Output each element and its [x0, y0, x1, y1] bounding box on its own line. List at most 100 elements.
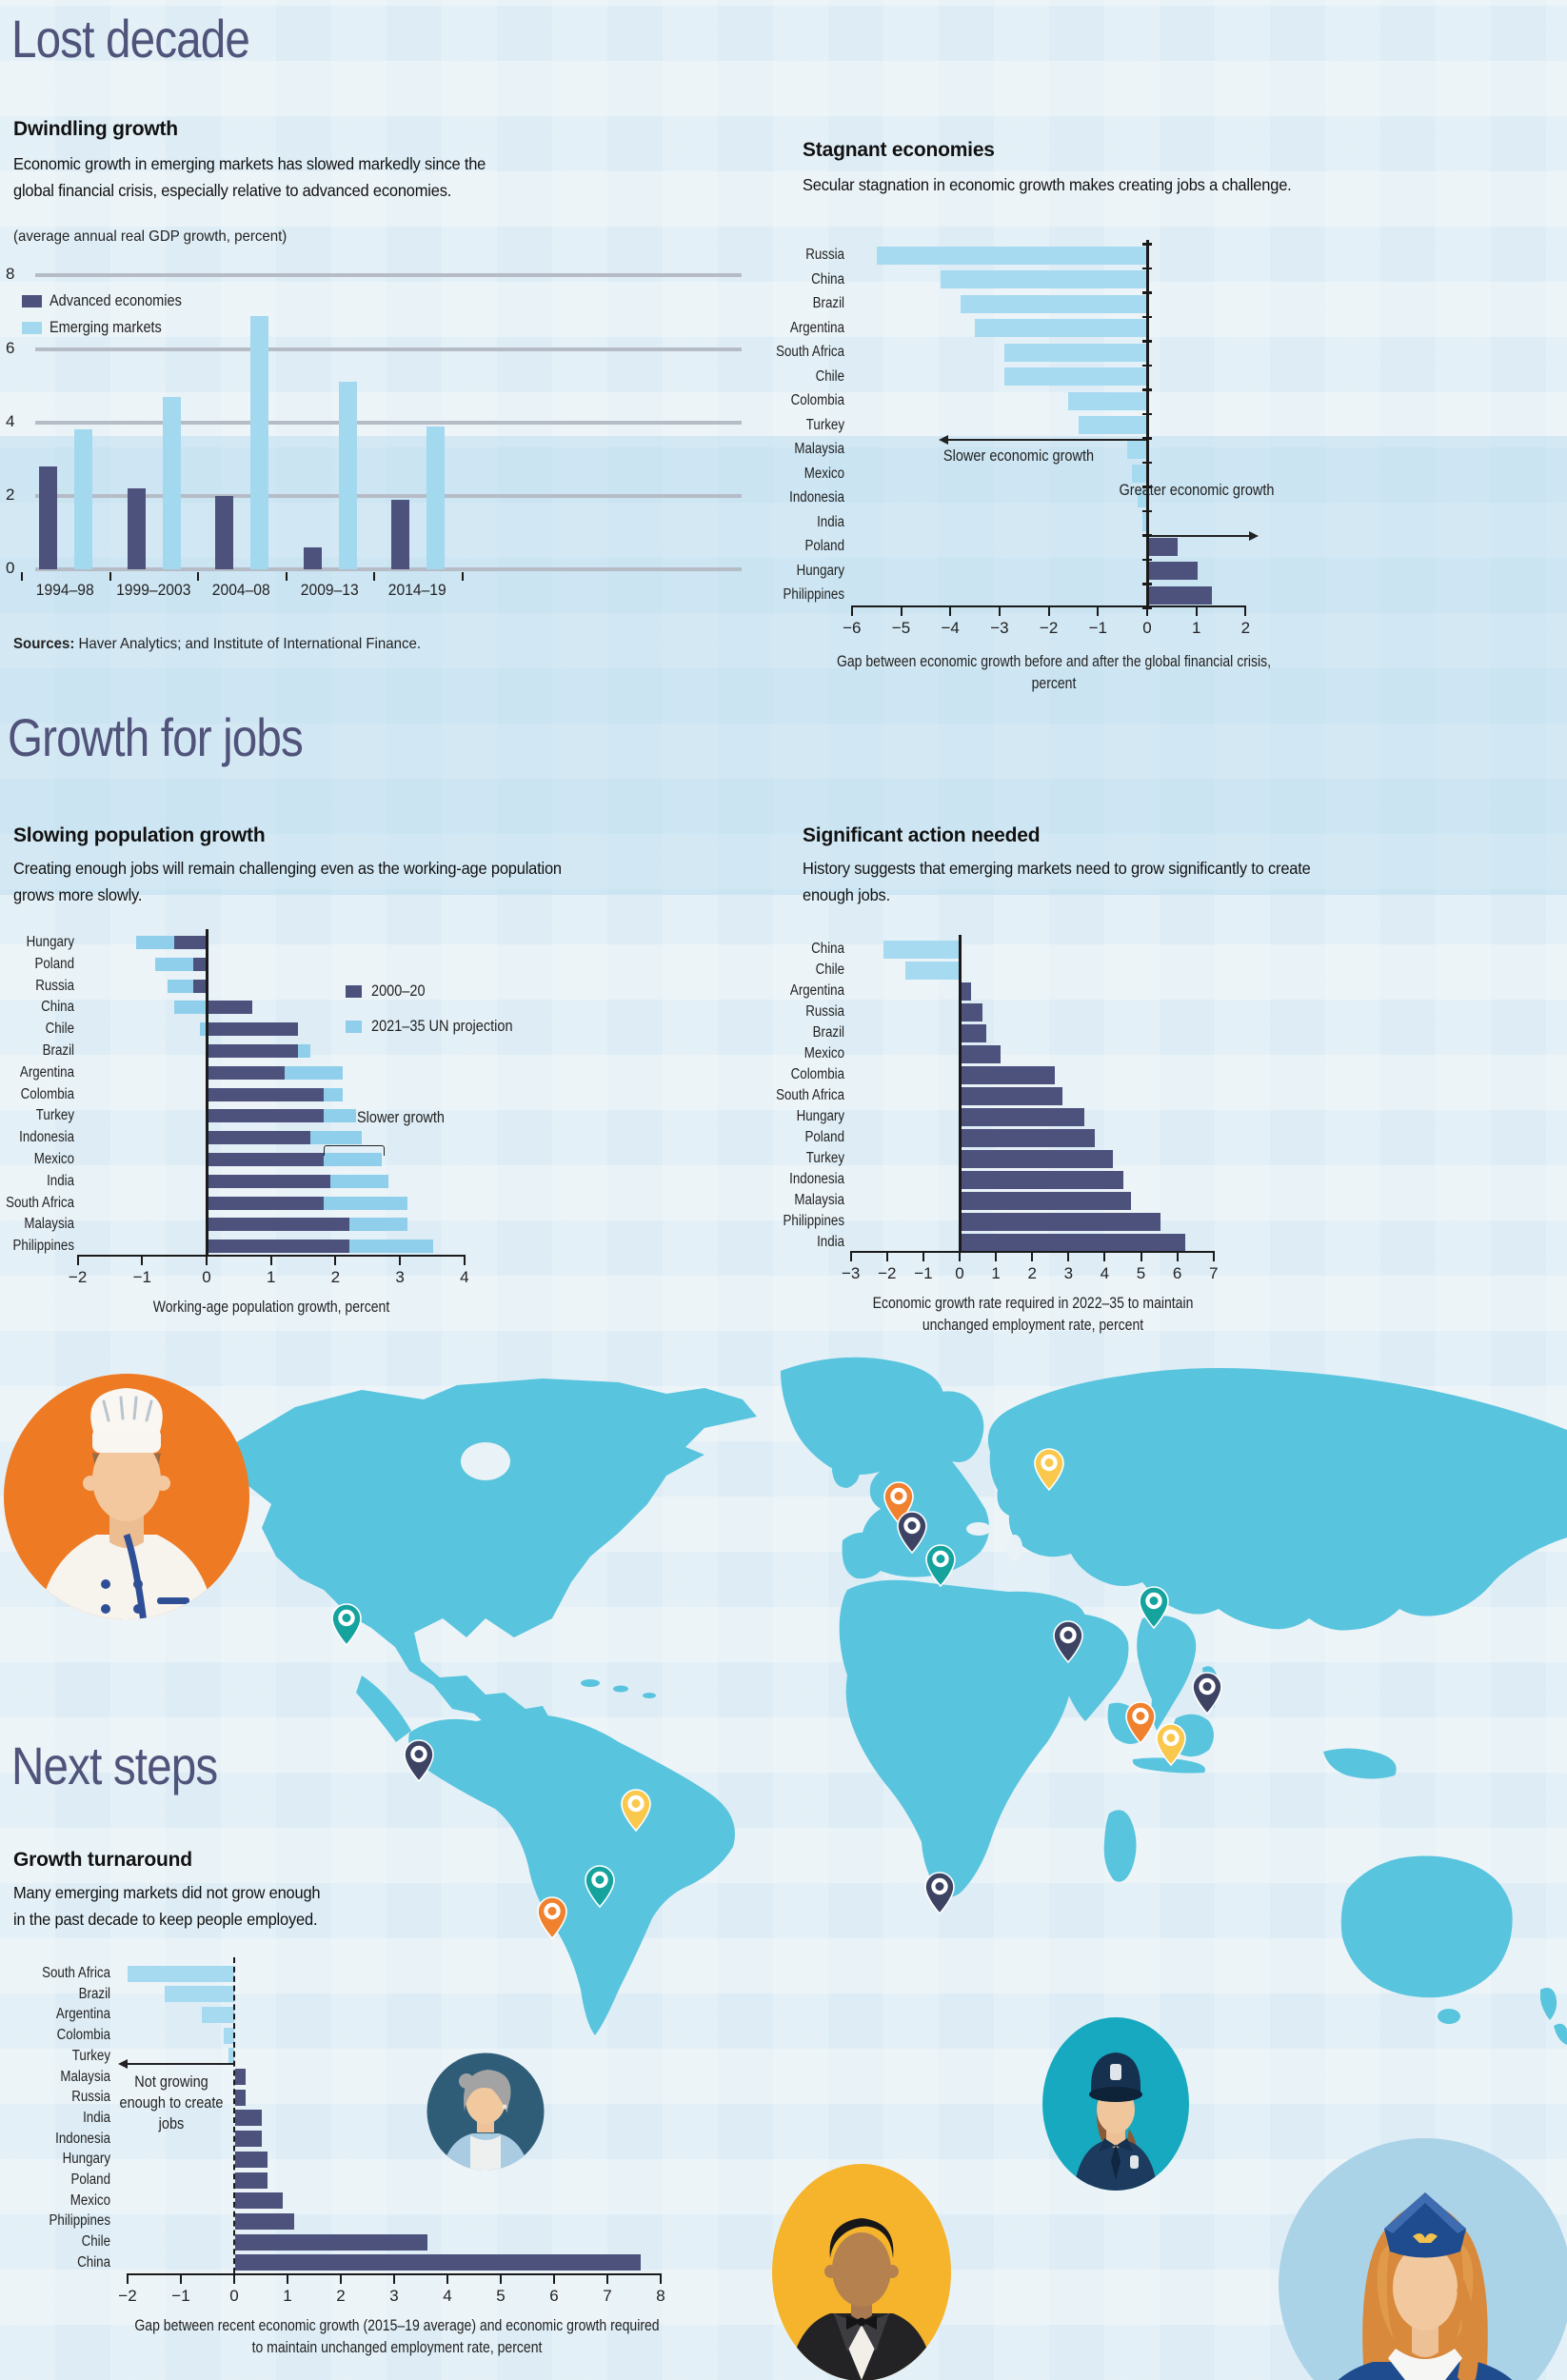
bar [1127, 440, 1147, 459]
x-tick-label: −2 [878, 1264, 897, 1282]
x-axis-tick [1244, 607, 1247, 616]
x-tick-label: −1 [132, 1268, 151, 1286]
x-tick-label: −6 [843, 619, 862, 637]
x-tick-label: 3 [389, 2287, 399, 2305]
continent-north-america [228, 1378, 757, 1737]
x-tick-label: 4 [460, 1268, 469, 1286]
x-axis-tick [334, 1257, 337, 1265]
zero-line-tick [1142, 364, 1152, 367]
bar-advanced-economies [127, 488, 146, 569]
x-tick-label: 5 [1136, 1264, 1146, 1282]
x-axis-tick [885, 1253, 888, 1261]
y-tick-label: 8 [6, 265, 15, 284]
chart-slowing-population-growth: Hungary Poland Russia China Chile Brazil Argen… [0, 914, 762, 1352]
black-sea [966, 1522, 991, 1536]
zero-line-tick [1142, 534, 1152, 537]
chart-dwindling-growth: 8 6 4 2 0 1994–98 1999–2003 2004–08 2009–13 2014–… [0, 257, 762, 638]
legend-swatch [22, 322, 42, 334]
x-axis [127, 2273, 662, 2276]
country-label: Indonesia [789, 1171, 844, 1187]
gridline [35, 273, 742, 278]
country-label: India [83, 2109, 110, 2126]
bar [961, 982, 972, 1001]
bar-historical [193, 979, 207, 993]
x-tick-label: 1 [266, 1268, 276, 1286]
zero-line-tick [1142, 486, 1152, 488]
islands-philippines [1202, 1666, 1219, 1708]
bar [235, 2192, 284, 2210]
bar-historical [174, 936, 207, 949]
x-axis-tick [1047, 607, 1050, 616]
country-label: Colombia [20, 1085, 74, 1102]
x-axis-tick [553, 2275, 555, 2284]
bar-emerging-markets [74, 429, 92, 569]
country-label: Malaysia [60, 2068, 110, 2085]
bar-projection [200, 1022, 207, 1037]
country-label: Russia [35, 977, 74, 994]
bar-historical [208, 1153, 324, 1166]
x-axis-tick [127, 2275, 129, 2284]
country-label: Argentina [789, 319, 844, 336]
section-title-next-steps: Next steps [11, 1735, 218, 1795]
country-label: Mexico [803, 465, 844, 482]
continent-europe [861, 1391, 989, 1577]
gridline [35, 420, 742, 425]
bar [1141, 513, 1147, 531]
zero-line-tick [1142, 412, 1152, 416]
caspian-sea [1007, 1535, 1022, 1561]
chart3-subtitle: Creating enough jobs will remain challen… [13, 859, 562, 904]
country-label: Chile [815, 962, 844, 978]
island-uk [831, 1454, 861, 1488]
x-tick-label: 2 [1027, 1264, 1037, 1282]
country-label: Philippines [783, 1213, 844, 1229]
x-tick-label: −3 [841, 1264, 861, 1282]
bar [961, 1086, 1062, 1105]
country-label: Russia [805, 247, 844, 263]
islands-caribbean-2 [613, 1685, 628, 1693]
bar [961, 1191, 1132, 1210]
bar [165, 1986, 234, 2003]
x-tick-label: 0 [1142, 619, 1152, 637]
chart5-subtitle: Many emerging markets did not grow enoug… [13, 1883, 321, 1929]
country-label: Brazil [812, 295, 844, 311]
islands-new-zealand [1540, 1988, 1567, 2045]
x-tick-label: 8 [656, 2287, 665, 2305]
country-label: Malaysia [794, 441, 844, 457]
country-label: Poland [804, 1129, 844, 1145]
chart1-unit-note: (average annual real GDP growth, percent… [13, 228, 288, 245]
country-label: Russia [71, 2089, 110, 2106]
bar [961, 1212, 1160, 1231]
x-tick-label: 1 [1191, 619, 1201, 637]
bar [223, 2027, 234, 2044]
x-axis-tick [660, 2275, 662, 2284]
waiter-illustration [772, 2164, 951, 2380]
bar-historical [208, 1196, 324, 1210]
x-tick-label: 5 [496, 2287, 506, 2305]
country-label: Chile [81, 2233, 110, 2251]
island-madagascar [1103, 1810, 1137, 1882]
x-axis-tick [76, 1257, 79, 1265]
annotation: Greater economic growth [1119, 482, 1275, 499]
continent-south-america [408, 1713, 735, 2035]
bar [961, 1107, 1084, 1126]
central-america [356, 1676, 411, 1742]
flight-attendant-illustration [1279, 2138, 1567, 2380]
x-axis-tick [500, 2275, 502, 2284]
y-tick-label: 4 [6, 411, 15, 430]
annotation-arrow-line [947, 439, 1146, 441]
country-label: South Africa [776, 1087, 844, 1103]
island-tasmania [1438, 2009, 1460, 2024]
x-tick-label: 1 [283, 2287, 292, 2305]
legend-label: Advanced economies [50, 292, 182, 309]
country-label: Turkey [805, 1150, 844, 1166]
bar [1004, 343, 1147, 362]
zero-line-tick [1142, 340, 1152, 343]
bar [961, 1170, 1124, 1189]
y-tick-label: 2 [6, 485, 15, 504]
iberia [842, 1532, 890, 1579]
chart1-subtitle: Economic growth in emerging markets has … [13, 154, 486, 200]
bar-historical [208, 1109, 324, 1123]
x-tick-label: 4 [443, 2287, 452, 2305]
bar [128, 1965, 234, 1982]
